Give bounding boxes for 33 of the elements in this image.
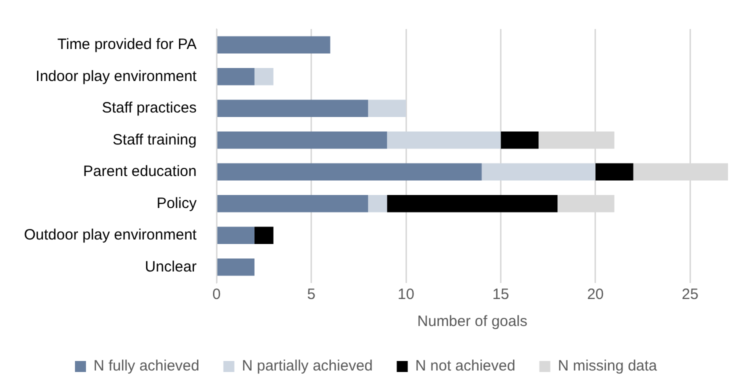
- y-tick-label: Time provided for PA: [57, 36, 197, 54]
- y-tick-label: Staff practices: [102, 100, 197, 117]
- legend-label: N not achieved: [415, 358, 516, 375]
- y-tick-label: Unclear: [144, 258, 197, 276]
- legend-label: N fully achieved: [93, 358, 200, 375]
- y-tick-label: Policy: [156, 194, 198, 212]
- bar: [217, 132, 388, 149]
- bar: [254, 226, 274, 244]
- legend-label: N partially achieved: [242, 358, 373, 375]
- bar: [217, 226, 254, 244]
- bar: [217, 36, 330, 54]
- bar: [500, 132, 539, 149]
- x-tick-label: 0: [212, 286, 221, 304]
- bar: [217, 163, 482, 180]
- bar: [217, 258, 254, 276]
- x-axis-title: Number of goals: [417, 313, 528, 330]
- bar: [217, 100, 368, 117]
- bar: [217, 68, 254, 86]
- y-tick-label: Indoor play environment: [36, 68, 198, 85]
- x-tick-label: 15: [492, 286, 510, 304]
- bar: [595, 163, 634, 180]
- x-tick-label: 20: [587, 286, 604, 304]
- x-tick-label: 25: [682, 286, 698, 304]
- y-tick-label: Outdoor play environment: [24, 226, 198, 244]
- y-tick-label: Staff training: [112, 131, 197, 148]
- x-tick-label: 5: [307, 286, 316, 304]
- x-tick-label: 10: [398, 286, 414, 304]
- bar: [387, 195, 558, 212]
- legend-label: N missing data: [558, 358, 658, 375]
- bar: [254, 68, 274, 86]
- bar: [368, 195, 388, 212]
- bar: [217, 195, 368, 212]
- y-tick-label: Parent education: [83, 163, 197, 180]
